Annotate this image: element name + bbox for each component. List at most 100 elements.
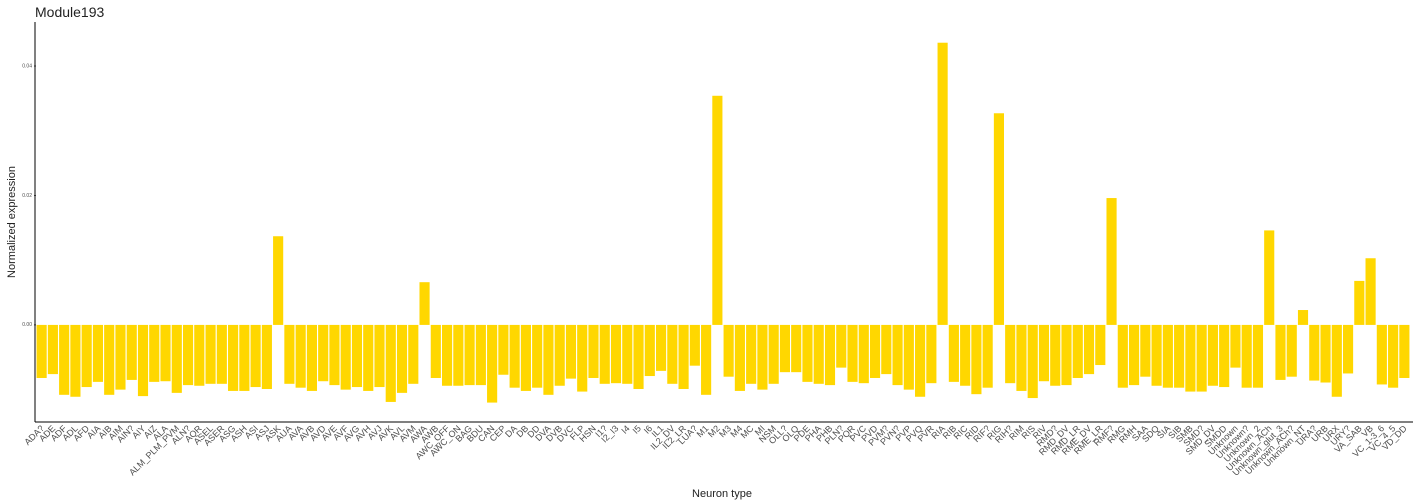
bar	[847, 324, 858, 382]
bar	[734, 324, 745, 391]
x-tick-label: I4	[619, 423, 631, 435]
bar	[70, 324, 81, 397]
bar	[1342, 324, 1354, 374]
bar	[81, 324, 92, 388]
bar	[1207, 324, 1218, 386]
bar	[1050, 324, 1061, 386]
bar	[757, 324, 768, 390]
bar	[1162, 324, 1173, 388]
bar	[1376, 324, 1387, 385]
bar	[442, 324, 453, 386]
bar	[678, 324, 689, 389]
bar	[667, 324, 678, 384]
bar	[1331, 324, 1342, 397]
bar	[1196, 324, 1207, 392]
bar	[1106, 198, 1117, 325]
bar	[1264, 230, 1275, 325]
bar	[509, 324, 520, 388]
bar	[577, 324, 588, 392]
bar	[385, 324, 396, 402]
bar	[1117, 324, 1128, 388]
bar	[351, 324, 363, 388]
y-tick-label: 0.02	[22, 193, 32, 199]
bar	[464, 324, 475, 386]
bar	[36, 324, 47, 378]
bar	[340, 324, 351, 390]
bar	[104, 324, 115, 395]
x-axis-label: Neuron type	[692, 488, 752, 500]
bar	[419, 282, 430, 325]
bar	[532, 324, 543, 388]
bar	[1309, 324, 1320, 381]
bar	[802, 324, 813, 382]
bar	[1129, 324, 1140, 386]
bar	[396, 324, 408, 393]
bar	[1005, 324, 1016, 384]
bar	[1365, 258, 1376, 325]
bar	[644, 324, 655, 377]
bar	[1286, 324, 1297, 377]
bar	[216, 324, 227, 384]
bar	[1038, 324, 1050, 382]
bar	[453, 324, 464, 386]
bar	[779, 324, 791, 373]
bar	[926, 324, 937, 384]
bar	[746, 324, 757, 384]
bar	[126, 324, 137, 380]
bar	[1151, 324, 1162, 386]
bar	[475, 324, 486, 386]
bar	[306, 324, 317, 391]
bar	[47, 324, 58, 375]
bar	[1219, 324, 1230, 388]
bar	[588, 324, 599, 378]
bar	[160, 324, 171, 382]
bar	[712, 95, 723, 325]
bar	[1320, 324, 1331, 383]
bar	[1230, 324, 1241, 368]
bar	[273, 236, 284, 325]
bar	[565, 324, 577, 379]
bar	[149, 324, 160, 382]
bar	[1072, 324, 1083, 378]
bar	[599, 324, 610, 384]
bar	[971, 324, 982, 395]
bar	[363, 324, 374, 391]
bar	[239, 324, 250, 391]
bar	[915, 324, 926, 397]
bar	[1297, 310, 1309, 325]
bar	[1275, 324, 1286, 380]
bar	[723, 324, 734, 377]
bar	[791, 324, 802, 373]
bar	[892, 324, 903, 386]
bar	[1354, 280, 1365, 325]
bar	[374, 324, 385, 388]
bar	[228, 324, 239, 391]
bar	[137, 324, 149, 397]
bar	[633, 324, 644, 389]
bar	[430, 324, 441, 378]
bar	[1140, 324, 1151, 377]
bar	[1174, 324, 1185, 388]
bar	[960, 324, 971, 386]
bar	[250, 324, 261, 388]
bar	[554, 324, 565, 386]
bar	[836, 324, 847, 368]
x-tick-label: I5	[631, 423, 643, 435]
bar	[1095, 324, 1106, 366]
bar	[937, 42, 948, 325]
chart-title: Module193	[35, 4, 104, 20]
bar	[948, 324, 959, 382]
bar	[881, 324, 892, 375]
bar	[993, 113, 1004, 325]
bar	[1083, 324, 1095, 375]
bar	[115, 324, 126, 390]
bar	[543, 324, 554, 395]
bar	[1399, 324, 1410, 378]
bar	[903, 324, 914, 390]
bar	[261, 324, 272, 389]
bar	[1016, 324, 1027, 391]
bar	[858, 324, 869, 384]
bar	[1027, 324, 1038, 399]
bar	[824, 324, 836, 386]
